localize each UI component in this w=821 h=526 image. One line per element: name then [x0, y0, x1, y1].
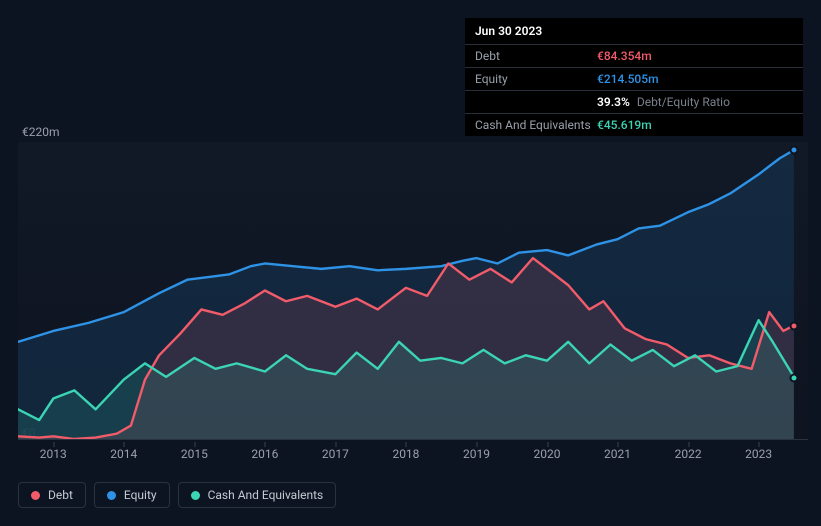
x-tick-2016: 2016 [251, 447, 278, 461]
series-end-marker-debt [789, 322, 798, 331]
x-axis: 2013 2014 2015 2016 2017 2018 2019 2020 2021 2022… [18, 443, 808, 463]
tooltip-value-debt: €84.354m [597, 49, 652, 63]
tooltip-date: Jun 30 2023 [465, 18, 803, 45]
legend-dot-debt [31, 491, 40, 500]
tooltip-row-equity: Equity €214.505m [465, 68, 803, 91]
legend-label-equity: Equity [124, 488, 157, 502]
tooltip-value-ratio: 39.3% Debt/Equity Ratio [597, 95, 730, 109]
legend-dot-equity [107, 491, 116, 500]
tooltip-row-ratio: 39.3% Debt/Equity Ratio [465, 91, 803, 114]
x-tick-2017: 2017 [322, 447, 349, 461]
x-tick-2018: 2018 [392, 447, 419, 461]
tooltip-label-ratio [475, 95, 597, 109]
tooltip-value-cash: €45.619m [597, 118, 652, 132]
tooltip-label-equity: Equity [475, 72, 597, 86]
tooltip-label-debt: Debt [475, 49, 597, 63]
legend-item-equity[interactable]: Equity [94, 482, 170, 508]
chart-plot-area[interactable] [18, 142, 808, 440]
legend: Debt Equity Cash And Equivalents [18, 482, 336, 508]
legend-item-cash[interactable]: Cash And Equivalents [178, 482, 337, 508]
x-tick-2014: 2014 [110, 447, 137, 461]
x-tick-2013: 2013 [40, 447, 67, 461]
legend-dot-cash [191, 491, 200, 500]
legend-label-cash: Cash And Equivalents [208, 488, 324, 502]
tooltip-row-debt: Debt €84.354m [465, 45, 803, 68]
legend-item-debt[interactable]: Debt [18, 482, 86, 508]
x-tick-2021: 2021 [604, 447, 631, 461]
tooltip-label-cash: Cash And Equivalents [475, 118, 597, 132]
tooltip-value-equity: €214.505m [597, 72, 659, 86]
series-end-marker-equity [789, 146, 798, 155]
x-tick-2020: 2020 [534, 447, 561, 461]
series-end-marker-cash [789, 373, 798, 382]
tooltip-row-cash: Cash And Equivalents €45.619m [465, 114, 803, 136]
hover-tooltip: Jun 30 2023 Debt €84.354m Equity €214.50… [465, 18, 803, 136]
x-tick-2019: 2019 [463, 447, 490, 461]
chart-svg [18, 142, 808, 439]
legend-label-debt: Debt [48, 488, 73, 502]
y-axis-max: €220m [22, 125, 60, 139]
x-tick-2023: 2023 [745, 447, 772, 461]
x-tick-2022: 2022 [675, 447, 702, 461]
x-tick-2015: 2015 [181, 447, 208, 461]
